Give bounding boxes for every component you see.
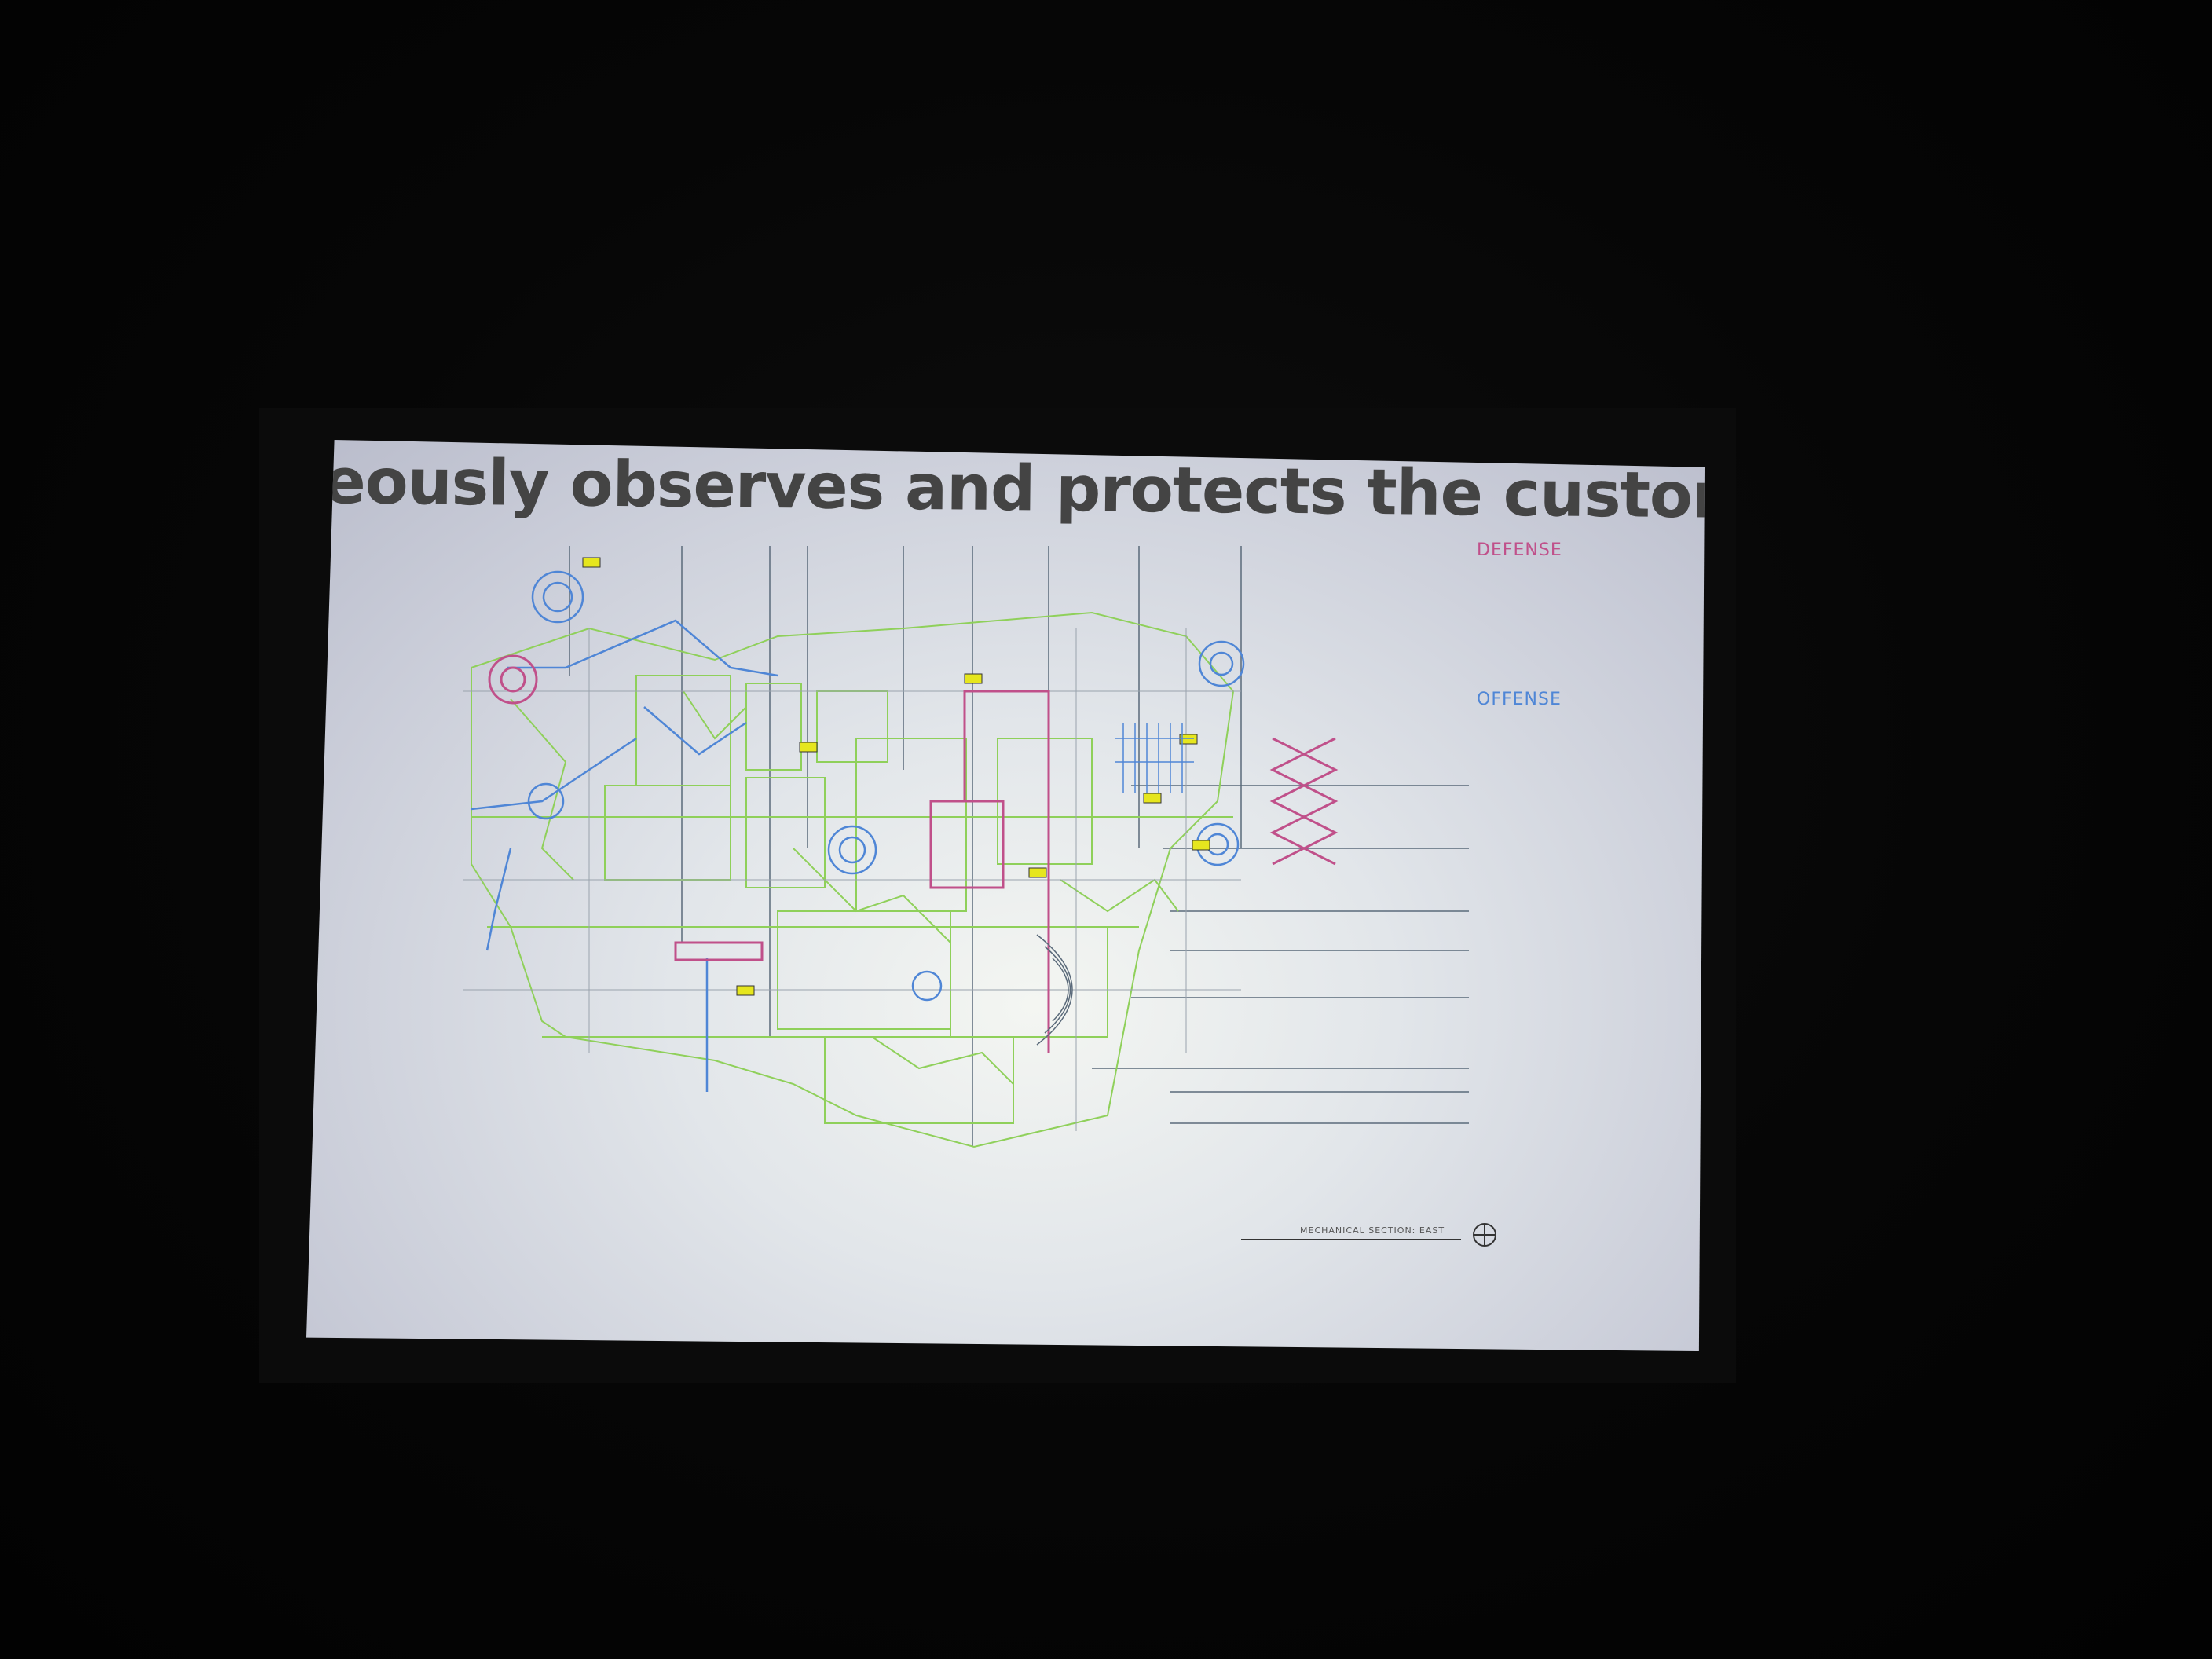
legend-offense: OFFENSE — [1477, 690, 1562, 709]
item-tags — [582, 557, 1210, 996]
mechanical-section-drawing — [463, 546, 1496, 1247]
offense-elements — [471, 570, 1245, 1092]
north-symbol — [1241, 1223, 1496, 1247]
sheet-title: MECHANICAL SECTION: EAST — [1300, 1225, 1445, 1236]
building-section-linework — [471, 611, 1235, 1148]
legend-defense: DEFENSE — [1477, 540, 1562, 560]
defense-elements — [488, 654, 1339, 1053]
construction-lines — [463, 628, 1241, 1131]
top-leader-lines — [569, 546, 1469, 1147]
sound-wave-arcs — [1036, 934, 1073, 1046]
blinds-element — [1115, 723, 1194, 793]
projection-screen: eously observes and protects the custome… — [306, 440, 1705, 1351]
